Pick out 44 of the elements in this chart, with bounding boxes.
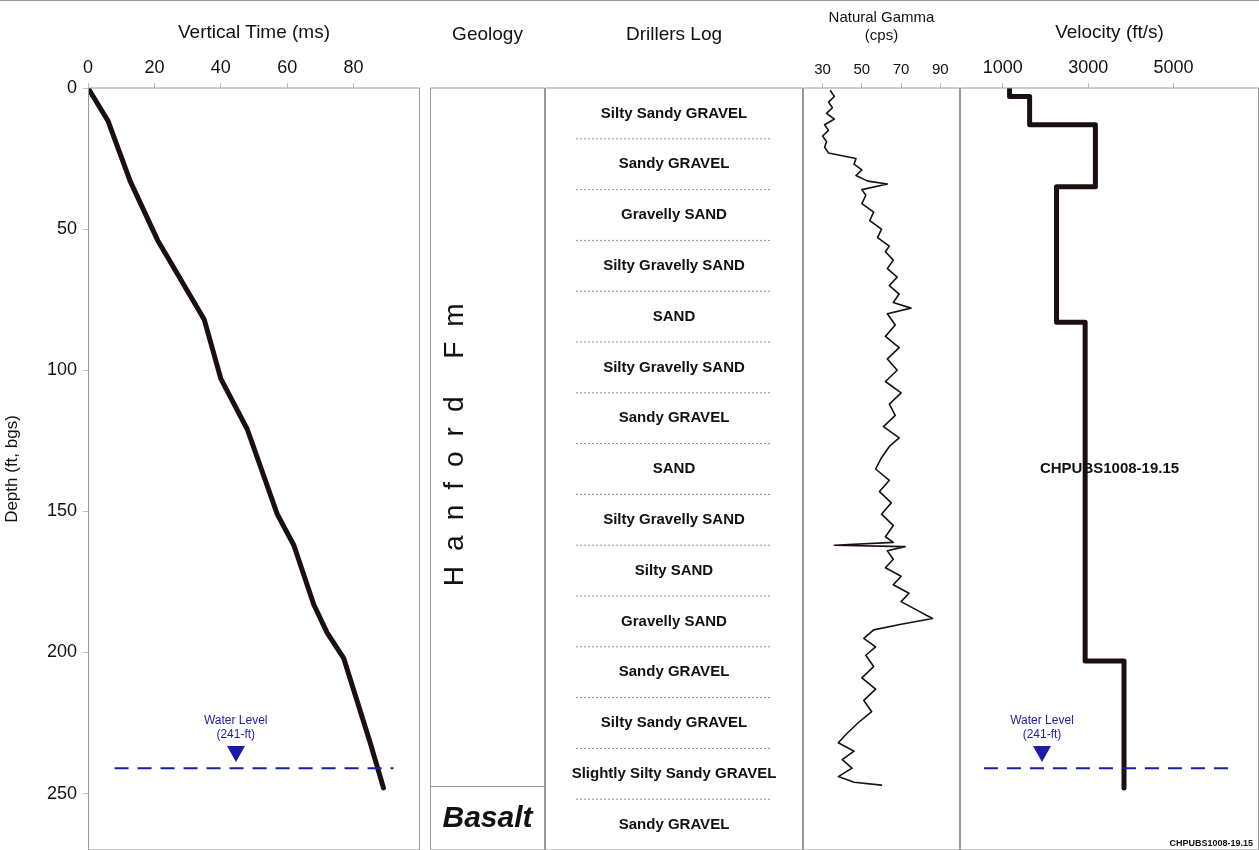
y-tick-label: 150 bbox=[46, 500, 77, 521]
text: Silty Sandy GRAVEL bbox=[600, 713, 748, 731]
text: Gravelly SAND bbox=[621, 205, 728, 223]
x-tick-label: 0 bbox=[82, 57, 94, 78]
y-tick-label: 0 bbox=[66, 76, 77, 97]
x-tick-label: 70 bbox=[892, 60, 910, 78]
y-axis-title: Depth (ft, bgs) bbox=[1, 415, 21, 523]
x-tick-label: 5000 bbox=[1153, 57, 1194, 78]
x-tick-label: 80 bbox=[343, 57, 364, 78]
text: Geology bbox=[452, 23, 524, 45]
x-axis-title: Natural Gamma (cps) bbox=[828, 8, 936, 44]
text: Silty Gravelly SAND bbox=[603, 357, 746, 375]
x-tick-label: 40 bbox=[210, 57, 231, 78]
text: Drillers Log bbox=[625, 23, 723, 45]
text: Basalt bbox=[442, 799, 535, 833]
x-tick-label: 1000 bbox=[982, 57, 1023, 78]
ref-line-label: Water Level (241-ft) bbox=[1010, 713, 1074, 742]
text: Silty Gravelly SAND bbox=[603, 509, 746, 527]
x-tick-label: 20 bbox=[144, 57, 165, 78]
text: Sandy GRAVEL bbox=[618, 662, 730, 680]
x-tick-label: 90 bbox=[932, 60, 949, 78]
x-axis-title: Vertical Time (ms) bbox=[177, 20, 331, 42]
text: SAND bbox=[652, 306, 696, 324]
text: Hanford Fm bbox=[438, 288, 470, 587]
text: CHPUBS1008-19.15 bbox=[1169, 837, 1253, 848]
text: Sandy GRAVEL bbox=[618, 154, 730, 172]
text: Sandy GRAVEL bbox=[618, 814, 730, 832]
x-axis-title: Velocity (ft/s) bbox=[1055, 20, 1164, 42]
x-tick-label: 30 bbox=[814, 60, 831, 78]
text: Silty Gravelly SAND bbox=[603, 255, 746, 273]
text: Slightly Silty Sandy GRAVEL bbox=[571, 763, 777, 781]
y-tick-label: 200 bbox=[46, 641, 77, 662]
text: SAND bbox=[652, 459, 696, 477]
text: Silty Sandy GRAVEL bbox=[600, 103, 748, 121]
y-tick-label: 50 bbox=[56, 218, 77, 239]
x-tick-label: 3000 bbox=[1068, 57, 1109, 78]
x-tick-label: 50 bbox=[853, 60, 871, 78]
text: Silty SAND bbox=[634, 560, 714, 578]
text: Sandy GRAVEL bbox=[618, 408, 730, 426]
y-tick-label: 250 bbox=[46, 782, 77, 803]
ref-line-label: Water Level (241-ft) bbox=[203, 713, 268, 742]
y-tick-label: 100 bbox=[46, 359, 77, 380]
text: Gravelly SAND bbox=[621, 611, 728, 629]
x-tick-label: 60 bbox=[277, 57, 298, 78]
